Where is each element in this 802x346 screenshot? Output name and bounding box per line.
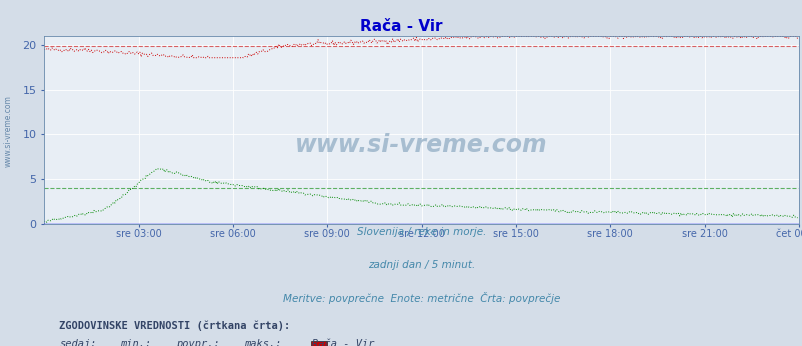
Text: Rača - Vir: Rača - Vir	[360, 19, 442, 34]
Text: sedaj:: sedaj:	[59, 339, 96, 346]
Text: Slovenija / reke in morje.: Slovenija / reke in morje.	[356, 227, 486, 237]
Text: Meritve: povprečne  Enote: metrične  Črta: povprečje: Meritve: povprečne Enote: metrične Črta:…	[282, 292, 560, 304]
FancyBboxPatch shape	[310, 341, 327, 346]
Text: ZGODOVINSKE VREDNOSTI (črtkana črta):: ZGODOVINSKE VREDNOSTI (črtkana črta):	[59, 320, 290, 331]
Text: www.si-vreme.com: www.si-vreme.com	[3, 95, 13, 167]
Text: min.:: min.:	[119, 339, 151, 346]
Text: Rača - Vir: Rača - Vir	[312, 339, 375, 346]
Text: maks.:: maks.:	[244, 339, 282, 346]
Text: zadnji dan / 5 minut.: zadnji dan / 5 minut.	[367, 260, 475, 270]
Text: www.si-vreme.com: www.si-vreme.com	[295, 133, 547, 157]
Text: povpr.:: povpr.:	[176, 339, 220, 346]
